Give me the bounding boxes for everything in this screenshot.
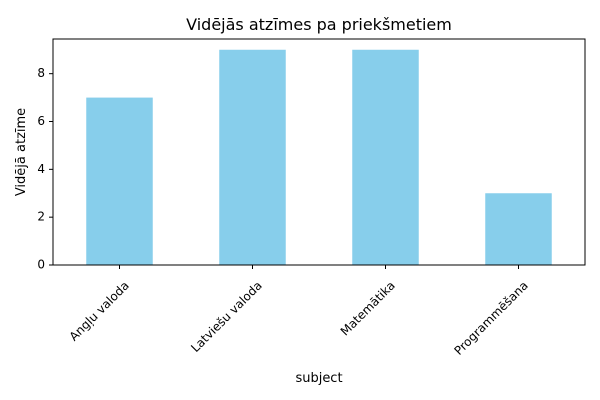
- x-tick-label: Matemātika: [338, 278, 398, 338]
- y-tick-label: 2: [37, 210, 45, 224]
- x-tick-label: Angļu valoda: [67, 278, 132, 343]
- y-axis-label: Vidējā atzīme: [14, 108, 29, 196]
- chart-title: Vidējās atzīmes pa priekšmetiem: [186, 15, 452, 34]
- x-tick-label: Programmēšana: [451, 278, 530, 357]
- bar-programmesana: [485, 193, 552, 265]
- x-axis-label: subject: [295, 371, 342, 386]
- y-tick-label: 8: [37, 66, 45, 80]
- y-axis-ticks: 0 2 4 6 8: [37, 66, 53, 272]
- bars-group: [86, 49, 552, 266]
- y-tick-label: 4: [37, 162, 45, 176]
- y-tick-label: 6: [37, 114, 45, 128]
- bar-latviesu-valoda: [219, 49, 286, 266]
- y-tick-label: 0: [37, 258, 45, 272]
- x-axis-ticks: Angļu valoda Latviešu valoda Matemātika Pro…: [67, 265, 531, 358]
- bar-matematika: [352, 49, 419, 266]
- plot-frame: [52, 38, 586, 266]
- bar-anglu-valoda: [86, 97, 153, 265]
- x-tick-label: Latviešu valoda: [188, 278, 265, 355]
